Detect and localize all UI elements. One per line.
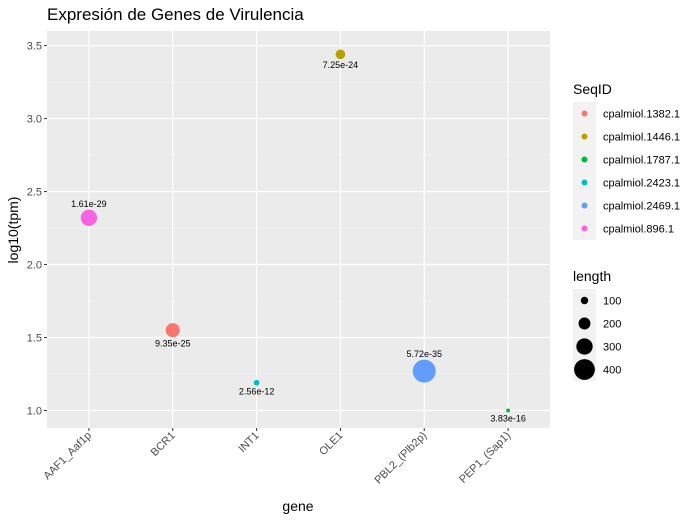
y-tick-label: 3.0: [27, 114, 42, 126]
data-label: 7.25e-24: [323, 60, 359, 70]
data-point: [335, 49, 346, 60]
x-axis-title: gene: [282, 498, 313, 514]
x-tick-label: INT1: [236, 430, 261, 455]
y-tick-label: 1.0: [27, 405, 42, 417]
legend-label: cpalmiol.1787.1: [603, 155, 680, 167]
data-point: [506, 408, 511, 413]
y-axis: 1.0 1.5 2.0 2.5 3.0 3.5: [27, 41, 47, 417]
x-tick-label: PBL2_(Plb2p): [372, 430, 429, 487]
y-tick-label: 2.5: [27, 187, 42, 199]
legend-key-dot: [580, 296, 589, 305]
legend-label: 100: [603, 296, 621, 308]
legend-seqid-title: SeqID: [573, 81, 612, 97]
legend-key-dot: [581, 156, 588, 163]
data-label: 5.72e-35: [406, 349, 442, 359]
x-tick-label: OLE1: [317, 430, 345, 458]
data-point: [80, 209, 98, 226]
legend-key-dot: [581, 179, 588, 186]
legend-length: length 100 200 300 400: [573, 268, 621, 381]
y-tick-label: 1.5: [27, 333, 42, 345]
legend-key-dot: [574, 359, 595, 380]
plot-panel: [47, 31, 550, 428]
grid: [47, 31, 550, 428]
x-tick-label: BCR1: [149, 430, 178, 459]
legend-key-dot: [576, 338, 593, 355]
legend-seqid: SeqID cpalmiol.1382.1 cpalmiol.1446.1 cpal…: [573, 81, 680, 240]
legend-label: 300: [603, 342, 621, 354]
y-axis-title: log10(tpm): [5, 197, 21, 264]
legend-key-dot: [581, 133, 588, 140]
data-label: 1.61e-29: [71, 199, 107, 209]
legend-key-dot: [578, 317, 591, 330]
data-point: [165, 323, 180, 338]
legend-length-title: length: [573, 268, 611, 284]
legend-key-dot: [581, 225, 588, 232]
data-label: 3.83e-16: [490, 413, 526, 423]
data-label: 9.35e-25: [155, 338, 191, 348]
legend-label: cpalmiol.2423.1: [603, 178, 680, 190]
legend-label: cpalmiol.896.1: [603, 224, 674, 236]
legend-key-dot: [581, 110, 588, 117]
data-point: [253, 379, 260, 386]
x-axis: AAF1_Aaf1p BCR1 INT1 OLE1 PBL2_(Plb2p) PEP1_(…: [41, 428, 513, 487]
data-labels: 1.61e-29 9.35e-25 2.56e-12 7.25e-24 5.72e-35…: [71, 60, 526, 423]
data-points: [80, 49, 511, 413]
legend-label: cpalmiol.1382.1: [603, 109, 680, 121]
chart-title: Expresión de Genes de Virulencia: [47, 5, 304, 24]
data-point: [412, 359, 436, 383]
legend-label: 200: [603, 319, 621, 331]
legend-label: cpalmiol.1446.1: [603, 132, 680, 144]
legend-key-dot: [581, 202, 588, 209]
data-label: 2.56e-12: [239, 387, 275, 397]
x-tick-label: AAF1_Aaf1p: [41, 430, 94, 483]
legend-label: 400: [603, 365, 621, 377]
y-tick-label: 3.5: [27, 41, 42, 53]
legend-label: cpalmiol.2469.1: [603, 201, 680, 213]
y-tick-label: 2.0: [27, 260, 42, 272]
x-tick-label: PEP1_(Sap1): [457, 430, 513, 486]
